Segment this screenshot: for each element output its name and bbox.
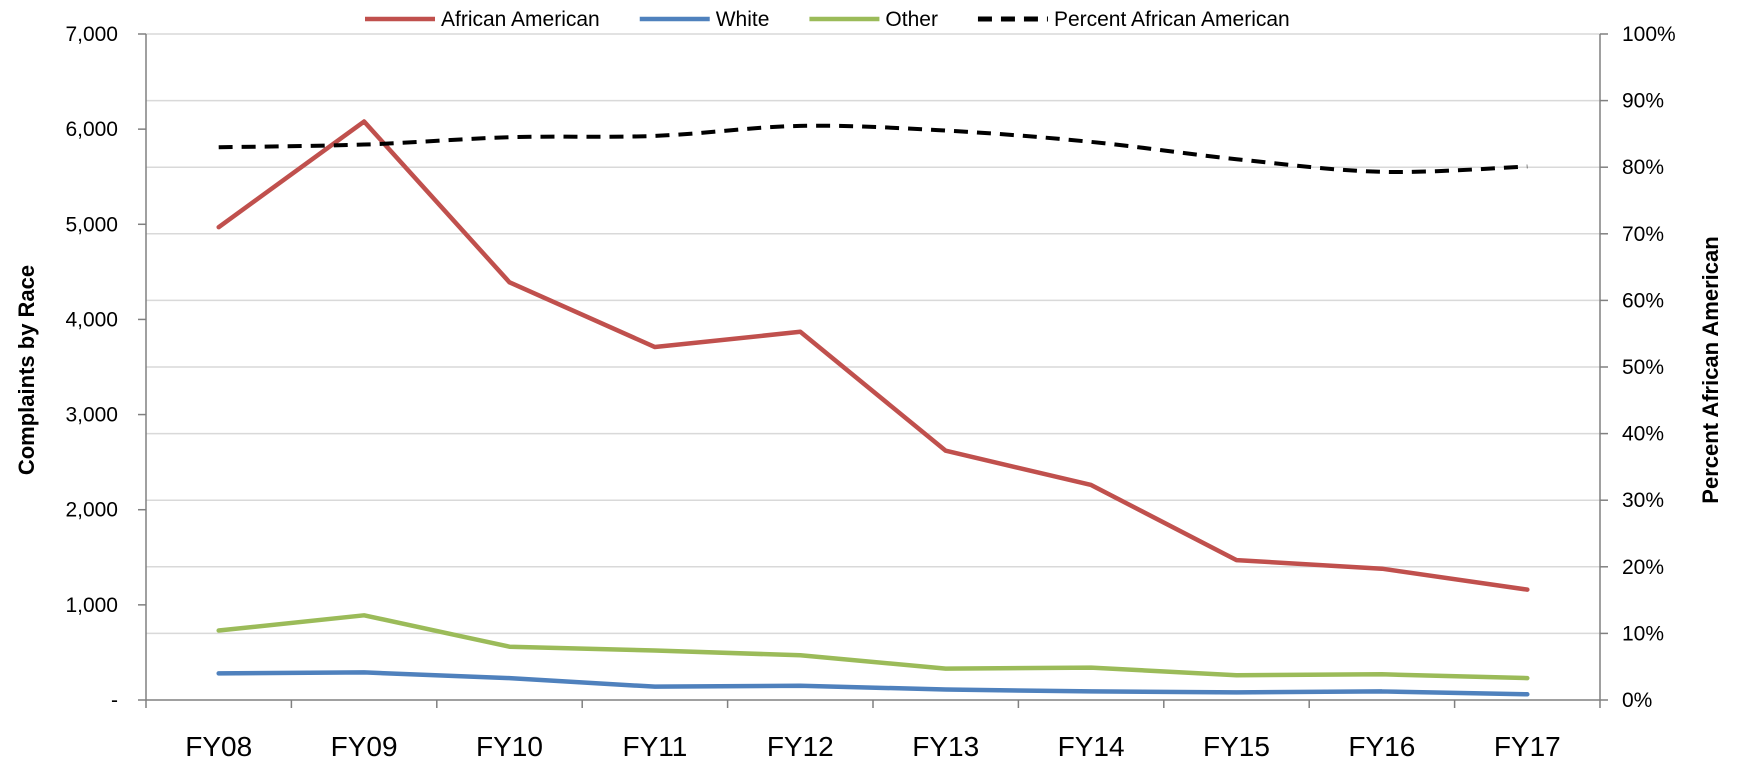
legend-label-white: White — [716, 8, 770, 31]
y-tick-label: 3,000 — [65, 404, 118, 427]
y2-tick-label: 100% — [1622, 23, 1676, 46]
y2-tick-label: 60% — [1622, 289, 1664, 312]
x-tick-label: FY14 — [1058, 731, 1125, 761]
x-tick-label: FY10 — [476, 731, 543, 761]
y2-tick-label: 80% — [1622, 156, 1664, 179]
y-tick-label: 6,000 — [65, 118, 118, 141]
x-tick-label: FY08 — [185, 731, 252, 761]
y2-tick-label: 40% — [1622, 423, 1664, 446]
x-tick-label: FY15 — [1203, 731, 1270, 761]
x-tick-label: FY12 — [767, 731, 834, 761]
y2-tick-label: 30% — [1622, 489, 1664, 512]
y-axis-title: Complaints by Race — [14, 265, 39, 475]
axes: - 1,000 2,000 3,000 4,000 5,000 6,000 7,000 0% 10… — [65, 23, 1675, 761]
legend-label-african-american: African American — [441, 8, 600, 31]
legend-label-percent-african-american: Percent African American — [1054, 8, 1290, 31]
y-tick-label: 7,000 — [65, 23, 118, 46]
gridlines — [146, 33, 1600, 635]
y-tick-label: - — [111, 689, 118, 712]
y2-tick-label: 20% — [1622, 556, 1664, 579]
y-tick-label: 4,000 — [65, 308, 118, 331]
legend-label-other: Other — [885, 8, 938, 31]
series-line-white — [216, 670, 1530, 697]
x-tick-label: FY11 — [622, 731, 687, 761]
x-tick-label: FY16 — [1348, 731, 1415, 761]
y2-tick-label: 10% — [1622, 622, 1664, 645]
y-tick-label: 5,000 — [65, 213, 118, 236]
y2-tick-label: 90% — [1622, 90, 1664, 113]
y-tick-label: 2,000 — [65, 499, 118, 522]
x-tick-label: FY09 — [331, 731, 398, 761]
series-line-other — [216, 613, 1530, 681]
series-lines — [216, 119, 1530, 697]
legend: African American White Other Percent Africa… — [320, 2, 1435, 32]
y2-axis-title: Percent African American — [1698, 236, 1723, 503]
x-tick-label: FY17 — [1494, 731, 1561, 761]
y2-tick-label: 0% — [1622, 689, 1652, 712]
series-line-percent-african-american — [218, 123, 1528, 175]
x-tick-label: FY13 — [912, 731, 979, 761]
y2-tick-label: 70% — [1622, 223, 1664, 246]
y-tick-label: 1,000 — [65, 594, 118, 617]
series-line-african-american — [216, 119, 1530, 592]
y2-tick-label: 50% — [1622, 356, 1664, 379]
